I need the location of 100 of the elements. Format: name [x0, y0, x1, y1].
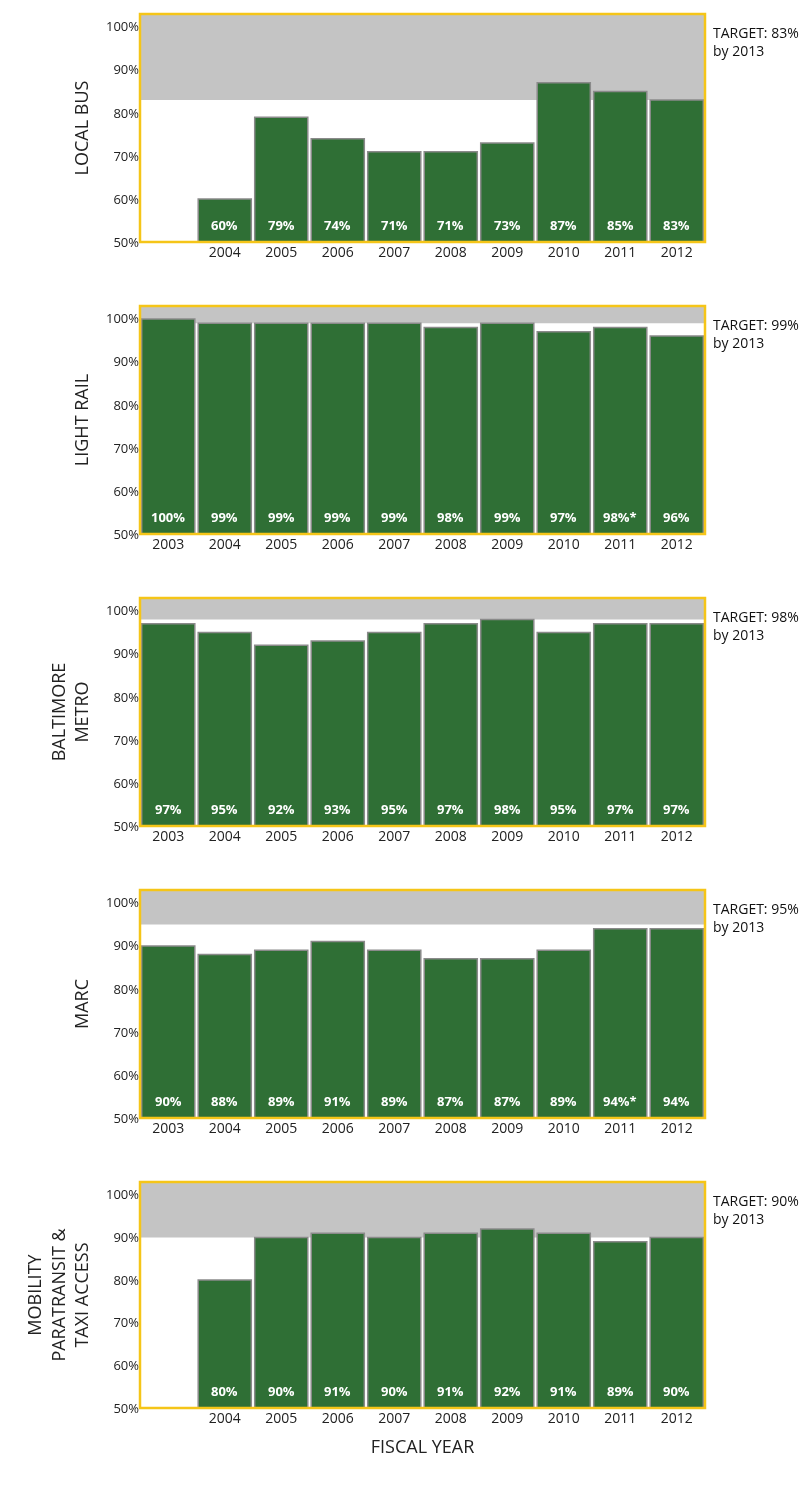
- x-tick-label: 2004: [208, 534, 241, 553]
- data-label: 91%: [324, 1382, 351, 1400]
- y-axis-title: BALTIMORE METRO: [45, 662, 94, 762]
- data-label: 97%: [663, 800, 690, 818]
- data-label: 90%: [268, 1382, 295, 1400]
- y-tick-label: 100%: [105, 601, 140, 620]
- data-label: 71%: [381, 216, 408, 234]
- x-tick-label: 2004: [208, 826, 241, 845]
- data-label: 85%: [607, 216, 634, 234]
- x-tick-label: 2009: [491, 1118, 524, 1137]
- x-tick-label: 2012: [660, 826, 693, 845]
- x-tick-label: 2007: [378, 1118, 411, 1137]
- y-tick-label: 80%: [113, 1270, 140, 1289]
- y-tick-label: 50%: [113, 1398, 140, 1417]
- data-label: 89%: [550, 1092, 577, 1110]
- data-label: 97%: [550, 508, 577, 526]
- y-tick-label: 80%: [113, 103, 140, 122]
- data-label: 98%*: [603, 508, 637, 526]
- y-axis-title: MOBILITY PARATRANSIT & TAXI ACCESS: [22, 1227, 94, 1362]
- data-label: 97%: [607, 800, 634, 818]
- data-label: 90%: [663, 1382, 690, 1400]
- y-tick-label: 50%: [113, 524, 140, 543]
- data-label: 74%: [324, 216, 351, 234]
- data-label: 91%: [324, 1092, 351, 1110]
- data-label: 87%: [550, 216, 577, 234]
- data-label: 98%: [437, 508, 464, 526]
- y-tick-label: 60%: [113, 1065, 140, 1084]
- x-tick-label: 2008: [434, 242, 467, 261]
- data-label: 88%: [211, 1092, 238, 1110]
- y-tick-label: 80%: [113, 395, 140, 414]
- x-tick-label: 2012: [660, 534, 693, 553]
- data-label: 99%: [324, 508, 351, 526]
- x-tick-label: 2011: [604, 1118, 637, 1137]
- x-tick-label: 2006: [321, 242, 354, 261]
- x-tick-label: 2009: [491, 1408, 524, 1427]
- x-tick-label: 2008: [434, 826, 467, 845]
- data-label: 87%: [494, 1092, 521, 1110]
- data-label: 89%: [268, 1092, 295, 1110]
- x-tick-label: 2009: [491, 242, 524, 261]
- x-tick-label: 2010: [547, 1118, 580, 1137]
- y-tick-label: 50%: [113, 232, 140, 251]
- x-tick-label: 2010: [547, 534, 580, 553]
- y-tick-label: 70%: [113, 438, 140, 457]
- y-tick-label: 60%: [113, 481, 140, 500]
- data-label: 96%: [663, 508, 690, 526]
- y-tick-label: 90%: [113, 1227, 140, 1246]
- y-tick-label: 50%: [113, 816, 140, 835]
- x-tick-label: 2010: [547, 1408, 580, 1427]
- y-axis-title: MARC: [69, 978, 94, 1030]
- data-label: 99%: [211, 508, 238, 526]
- x-axis-title: FISCAL YEAR: [370, 1434, 475, 1459]
- y-axis-title: LOCAL BUS: [69, 80, 94, 176]
- data-label: 79%: [268, 216, 295, 234]
- data-label: 99%: [494, 508, 521, 526]
- data-label: 92%: [494, 1382, 521, 1400]
- x-tick-label: 2003: [152, 1118, 185, 1137]
- y-tick-label: 100%: [105, 893, 140, 912]
- x-tick-label: 2007: [378, 826, 411, 845]
- y-tick-label: 100%: [105, 309, 140, 328]
- x-tick-label: 2006: [321, 1118, 354, 1137]
- y-tick-label: 70%: [113, 1022, 140, 1041]
- data-label: 80%: [211, 1382, 238, 1400]
- data-label: 89%: [381, 1092, 408, 1110]
- y-tick-label: 90%: [113, 936, 140, 955]
- x-tick-label: 2004: [208, 1118, 241, 1137]
- data-label: 94%: [663, 1092, 690, 1110]
- x-tick-label: 2011: [604, 826, 637, 845]
- text: TARGET: 83% by 2013: [713, 23, 799, 61]
- text: TARGET: 99% by 2013: [713, 315, 799, 353]
- y-tick-label: 60%: [113, 1355, 140, 1374]
- y-tick-label: 80%: [113, 687, 140, 706]
- y-tick-label: 90%: [113, 60, 140, 79]
- x-tick-label: 2003: [152, 534, 185, 553]
- data-label: 97%: [437, 800, 464, 818]
- data-label: 60%: [211, 216, 238, 234]
- text: TARGET: 90% by 2013: [713, 1191, 799, 1229]
- x-tick-label: 2011: [604, 1408, 637, 1427]
- x-tick-label: 2010: [547, 826, 580, 845]
- data-label: 93%: [324, 800, 351, 818]
- x-tick-label: 2003: [152, 826, 185, 845]
- data-label: 90%: [155, 1092, 182, 1110]
- x-tick-label: 2004: [208, 242, 241, 261]
- data-label: 95%: [381, 800, 408, 818]
- data-label: 90%: [381, 1382, 408, 1400]
- x-tick-label: 2008: [434, 534, 467, 553]
- x-tick-label: 2011: [604, 242, 637, 261]
- y-tick-label: 70%: [113, 730, 140, 749]
- data-label: 89%: [607, 1382, 634, 1400]
- data-label: 99%: [381, 508, 408, 526]
- x-tick-label: 2007: [378, 1408, 411, 1427]
- x-tick-label: 2011: [604, 534, 637, 553]
- y-tick-label: 90%: [113, 644, 140, 663]
- data-label: 100%: [151, 508, 186, 526]
- x-tick-label: 2012: [660, 242, 693, 261]
- text: TARGET: 98% by 2013: [713, 607, 799, 645]
- data-label: 94%*: [603, 1092, 637, 1110]
- x-tick-label: 2004: [208, 1408, 241, 1427]
- data-label: 73%: [494, 216, 521, 234]
- x-tick-label: 2006: [321, 534, 354, 553]
- x-tick-label: 2005: [265, 534, 298, 553]
